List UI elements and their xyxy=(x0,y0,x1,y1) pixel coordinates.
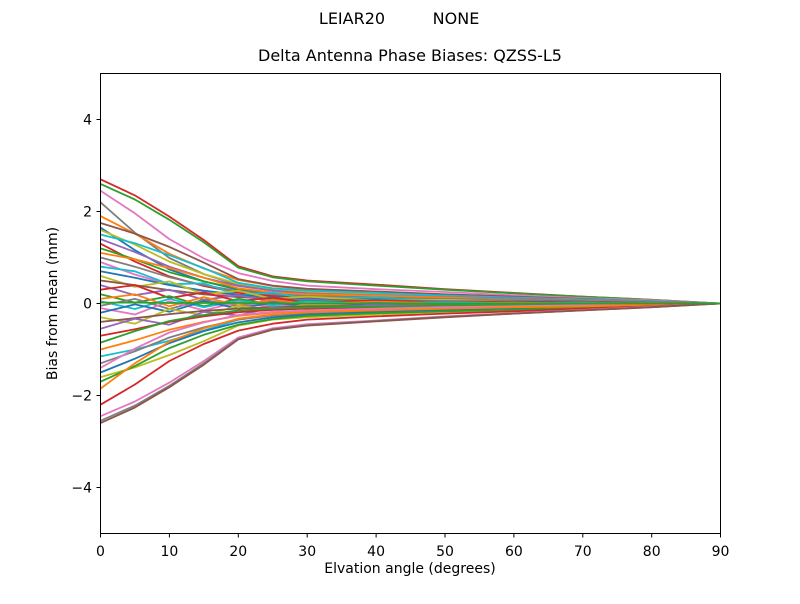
x-tick-label: 80 xyxy=(643,544,661,560)
series-line xyxy=(100,178,721,305)
suptitle-radome: NONE xyxy=(433,9,480,28)
x-tick-label: 60 xyxy=(505,544,523,560)
x-tick-label: 50 xyxy=(436,544,454,560)
y-tick-marks xyxy=(96,119,101,488)
x-tick-label: 90 xyxy=(712,544,730,560)
y-tick-label: 0 xyxy=(83,297,92,313)
y-tick-label: −2 xyxy=(71,389,92,405)
y-axis-label: Bias from mean (mm) xyxy=(45,227,61,380)
x-tick-label: 70 xyxy=(574,544,592,560)
series-line xyxy=(99,302,721,390)
x-tick-marks xyxy=(100,533,721,538)
x-tick-label: 0 xyxy=(96,544,105,560)
x-axis-label: Elvation angle (degrees) xyxy=(324,561,495,577)
series-line xyxy=(100,302,721,406)
suptitle-station: LEIAR20 xyxy=(319,9,385,28)
chart-title: Delta Antenna Phase Biases: QZSS-L5 xyxy=(258,46,562,65)
y-tick-labels: 4 2 0 −2 −4 xyxy=(71,113,92,497)
series-line xyxy=(100,302,721,369)
series-lines xyxy=(99,178,721,424)
x-tick-label: 10 xyxy=(160,544,178,560)
series-line xyxy=(100,302,721,424)
series-line xyxy=(100,301,721,305)
series-line xyxy=(100,302,721,383)
series-line xyxy=(100,302,721,422)
y-tick-label: −4 xyxy=(71,481,92,497)
series-line xyxy=(100,302,721,418)
y-tick-label: 2 xyxy=(83,205,92,221)
x-tick-label: 20 xyxy=(229,544,247,560)
series-line xyxy=(100,183,721,305)
y-tick-label: 4 xyxy=(83,113,92,129)
x-tick-labels: 0 10 20 30 40 50 60 70 80 90 xyxy=(96,544,729,560)
x-tick-label: 40 xyxy=(367,544,385,560)
x-tick-label: 30 xyxy=(298,544,316,560)
